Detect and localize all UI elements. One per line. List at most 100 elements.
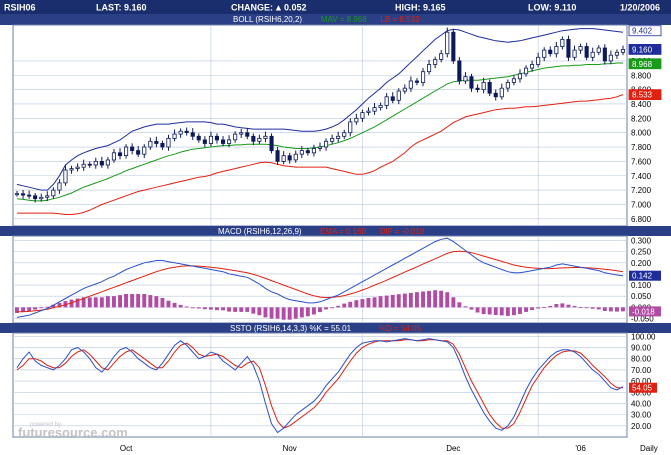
histogram-bar <box>530 307 534 311</box>
candle-body <box>299 150 304 155</box>
candle-body <box>536 56 541 65</box>
candle-body <box>366 110 371 113</box>
candle-body <box>584 46 589 58</box>
candle-body <box>554 46 559 55</box>
candle-body <box>245 132 250 137</box>
candle-body <box>293 153 298 161</box>
histogram-bar <box>215 307 219 311</box>
candle-body <box>57 182 62 191</box>
histogram-bar <box>233 307 238 312</box>
histogram-bar <box>457 302 462 308</box>
histogram-bar <box>554 304 559 308</box>
period-label: Daily <box>640 444 658 453</box>
candle-body <box>208 135 214 144</box>
candle-body <box>269 135 274 152</box>
histogram-bar <box>324 307 328 310</box>
candle-body <box>184 130 189 133</box>
candle-body <box>481 82 486 91</box>
y-tick-label: 8.400 <box>631 100 652 109</box>
histogram-bar <box>512 307 516 316</box>
candle-body <box>93 160 98 166</box>
histogram-bar <box>433 290 438 308</box>
histogram-bar <box>160 298 165 308</box>
histogram-bar <box>202 307 207 310</box>
histogram-bar <box>293 307 298 319</box>
candle-body <box>166 137 171 148</box>
y-tick-label: 70.00 <box>631 366 652 375</box>
histogram-bar <box>499 307 504 316</box>
histogram-bar <box>124 294 128 308</box>
candle-body <box>202 139 207 144</box>
candle-body <box>414 80 419 83</box>
panel-title: SSTO (RSIH6,14,3,3) %K = 55.01 <box>230 324 352 333</box>
x-tick-label: Nov <box>283 444 297 453</box>
histogram-bar <box>584 307 589 309</box>
last-value-tag <box>628 25 662 37</box>
y-tick-label: 7.600 <box>631 157 652 166</box>
histogram-bar <box>421 291 425 308</box>
watermark-text: futuresource.com <box>18 425 128 440</box>
watermark-small: powered by <box>30 422 61 428</box>
candle-body <box>517 73 522 80</box>
y-tick-label: 30.00 <box>631 411 652 420</box>
candle-body <box>148 140 153 148</box>
panel-title: MACD (RSIH6,12,26,9) <box>218 227 302 236</box>
quote-date: 1/20/2006 <box>620 3 660 13</box>
last-price: LAST: 9.160 <box>96 3 147 13</box>
up-arrow-icon: ▲ <box>274 3 283 13</box>
candle-body <box>560 39 565 48</box>
symbol-label: RSIH06 <box>4 3 36 13</box>
candle-body <box>402 87 407 92</box>
candle-body <box>99 160 104 166</box>
candle-body <box>81 163 86 168</box>
candle-body <box>420 71 426 83</box>
candle-body <box>160 142 165 148</box>
histogram-bar <box>548 306 553 308</box>
candle-body <box>396 90 401 101</box>
candle-body <box>499 87 504 98</box>
x-axis: Oct Nov Dec '06 <box>120 444 586 453</box>
histogram-bar <box>33 307 38 310</box>
candle-body <box>566 39 571 58</box>
histogram-bar <box>463 306 468 308</box>
last-value-tag <box>629 270 661 281</box>
candle-body <box>178 130 183 135</box>
histogram-bar <box>402 293 407 308</box>
candle-body <box>439 53 444 60</box>
legend-entry: %D = 54.05 <box>379 324 422 333</box>
histogram-bar <box>257 307 262 316</box>
candle-body <box>384 96 389 106</box>
histogram-bar <box>105 296 110 308</box>
candle-body <box>105 159 110 166</box>
candle-body <box>226 139 232 144</box>
candle-body <box>214 135 220 141</box>
lower-band-line <box>17 94 624 215</box>
y-tick-label: 40.00 <box>631 399 652 408</box>
candle-body <box>196 135 201 141</box>
histogram-bar <box>136 294 141 308</box>
legend-entry: EMA = 0.160 <box>320 227 367 236</box>
candle-body <box>281 155 286 162</box>
histogram-bar <box>475 307 480 313</box>
y-tick-label: 0.250 <box>631 248 652 257</box>
histogram-bar <box>336 305 341 308</box>
x-tick-label: Dec <box>446 444 460 453</box>
candle-body <box>45 195 50 198</box>
histogram-bar <box>621 307 625 312</box>
candle-body <box>590 51 595 58</box>
histogram-bar <box>87 297 92 308</box>
histogram-bar <box>154 296 159 308</box>
candle-body <box>305 150 310 154</box>
histogram-bar <box>318 307 322 313</box>
y-tick-label: 0.050 <box>631 292 652 301</box>
histogram-bar <box>481 307 486 315</box>
candle-body <box>372 107 377 112</box>
candle-body <box>20 193 26 196</box>
candle-body <box>620 49 625 53</box>
panel-title-bar <box>0 226 671 236</box>
y-tick-label: 90.00 <box>631 344 652 353</box>
histogram-bar <box>245 307 250 312</box>
candle-body <box>124 146 129 157</box>
candle-body <box>360 112 365 119</box>
candle-body <box>287 155 292 161</box>
